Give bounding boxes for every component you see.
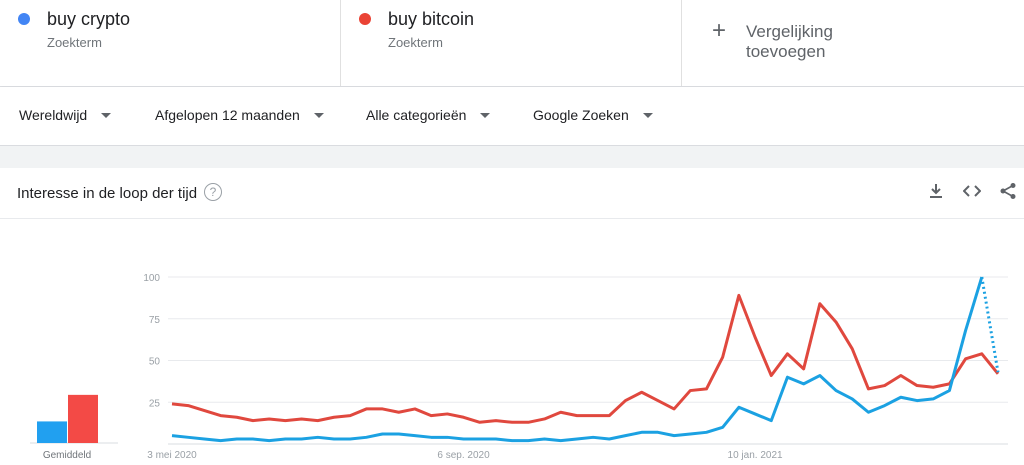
interest-chart: 100 75 50 25 Gemiddeld 3 mei 2020 6 sep. 202… <box>30 273 1008 461</box>
category-dropdown[interactable]: Alle categorieën <box>366 107 491 123</box>
average-bar-buy-crypto <box>37 421 67 443</box>
add-comparison-label: Vergelijking toevoegen <box>746 22 833 61</box>
average-bars: Gemiddeld <box>30 394 118 461</box>
x-tick-label: 6 sep. 2020 <box>437 450 490 461</box>
average-bar-buy-bitcoin <box>68 394 98 443</box>
y-tick-label: 50 <box>149 357 161 368</box>
filter-bar: Wereldwijd Afgelopen 12 maanden Alle cat… <box>0 87 1024 146</box>
period-dropdown[interactable]: Afgelopen 12 maanden <box>155 107 324 123</box>
plus-icon: + <box>712 17 727 44</box>
chart-grid: 100 75 50 25 <box>143 273 1008 445</box>
term-buy-crypto[interactable]: buy crypto Zoekterm <box>0 0 341 86</box>
series-line-buy-crypto <box>171 276 984 443</box>
card-title: Interesse in de loop der tijd <box>17 185 198 202</box>
embed-icon[interactable] <box>962 181 982 201</box>
card-header: Interesse in de loop der tijd ? <box>0 168 1024 219</box>
x-tick-label: 3 mei 2020 <box>147 450 197 461</box>
property-value: Google Zoeken <box>533 107 629 123</box>
section-gap <box>0 146 1024 168</box>
region-dropdown[interactable]: Wereldwijd <box>19 107 112 123</box>
category-value: Alle categorieën <box>366 107 467 123</box>
caret-down-icon <box>313 112 324 118</box>
term-label: buy crypto <box>47 9 131 29</box>
series-color-dot <box>18 13 30 25</box>
x-axis-labels: 3 mei 2020 6 sep. 2020 10 jan. 2021 <box>147 450 783 461</box>
caret-down-icon <box>480 112 491 118</box>
caret-down-icon <box>642 112 653 118</box>
series-partial-buy-crypto <box>980 276 1000 373</box>
term-label: buy bitcoin <box>388 9 475 29</box>
chart-lines <box>171 276 1000 443</box>
interest-over-time-card: Interesse in de loop der tijd ? 100 75 50 2… <box>0 168 1024 465</box>
share-icon[interactable] <box>998 181 1018 201</box>
region-value: Wereldwijd <box>19 107 88 123</box>
caret-down-icon <box>101 112 112 118</box>
property-dropdown[interactable]: Google Zoeken <box>533 107 653 123</box>
download-icon[interactable] <box>926 181 946 201</box>
period-value: Afgelopen 12 maanden <box>155 107 300 123</box>
series-line-buy-bitcoin <box>171 293 1000 424</box>
y-tick-label: 25 <box>149 398 161 409</box>
term-type: Zoekterm <box>47 35 102 50</box>
average-label: Gemiddeld <box>43 450 91 461</box>
term-type: Zoekterm <box>388 35 443 50</box>
term-buy-bitcoin[interactable]: buy bitcoin Zoekterm <box>341 0 682 86</box>
series-color-dot <box>359 13 371 25</box>
y-tick-label: 100 <box>143 273 160 284</box>
x-tick-label: 10 jan. 2021 <box>728 450 783 461</box>
help-icon[interactable]: ? <box>204 183 222 201</box>
comparison-bar: buy crypto Zoekterm buy bitcoin Zoekterm <box>0 0 1024 87</box>
y-tick-label: 75 <box>149 315 161 326</box>
